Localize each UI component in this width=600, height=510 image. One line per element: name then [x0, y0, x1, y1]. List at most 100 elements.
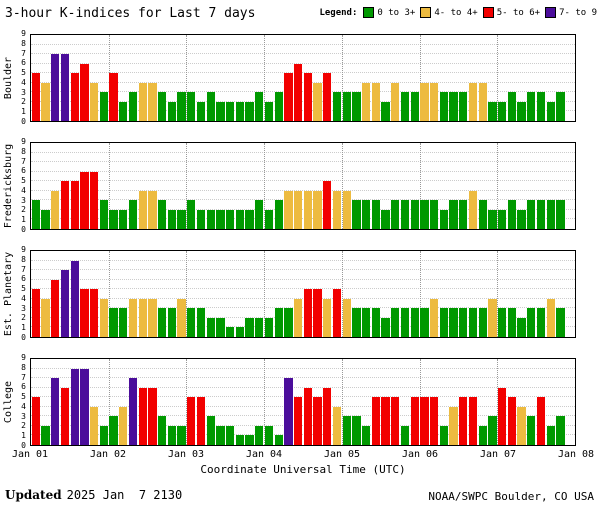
h-gridline — [31, 259, 575, 261]
legend-item-severe: 7- to 9 — [545, 7, 597, 18]
k-bar — [381, 397, 390, 445]
k-bar — [51, 378, 60, 445]
k-bar — [556, 92, 565, 121]
h-gridline — [31, 307, 575, 309]
k-bar — [536, 308, 546, 337]
green-swatch-icon — [363, 7, 375, 18]
y-tick-label: 7 — [21, 264, 26, 274]
k-bar — [80, 289, 89, 337]
k-bar — [391, 82, 400, 121]
k-bar — [128, 298, 138, 337]
k-bar — [60, 181, 70, 229]
y-tick-label: 6 — [21, 274, 26, 284]
y-tick-label: 1 — [21, 431, 26, 441]
k-bar — [138, 387, 147, 445]
day-gridline — [264, 251, 266, 337]
h-gridline — [31, 297, 575, 299]
k-bar — [216, 101, 225, 121]
y-tick-label: 1 — [21, 215, 26, 225]
y-tick-label: 7 — [21, 372, 26, 382]
k-bar — [31, 73, 40, 121]
k-bar — [148, 190, 157, 229]
k-bar — [410, 92, 419, 121]
k-bar — [381, 209, 390, 229]
day-gridline — [419, 359, 421, 445]
k-bar — [41, 425, 50, 445]
k-bar — [196, 209, 206, 229]
k-bar — [342, 298, 351, 337]
x-tick-label: Jan 05 — [323, 449, 361, 460]
y-tick-label: 3 — [21, 87, 26, 97]
h-gridline — [31, 180, 575, 182]
k-bar — [255, 425, 264, 445]
day-gridline — [186, 143, 188, 229]
k-bar — [449, 200, 458, 229]
x-tick-label: Jan 07 — [479, 449, 517, 460]
y-tick-label: 3 — [21, 411, 26, 421]
panel-fredericksburg — [30, 142, 576, 230]
y-tick-label: 2 — [21, 97, 26, 107]
h-gridline — [31, 396, 575, 398]
red-swatch-icon — [482, 7, 494, 18]
k-bar — [556, 308, 565, 337]
k-bar — [459, 92, 468, 121]
y-tick-label: 5 — [21, 284, 26, 294]
day-gridline — [264, 359, 266, 445]
k-bar — [410, 200, 419, 229]
k-bar — [400, 308, 410, 337]
y-tick-label: 5 — [21, 176, 26, 186]
panel-boulder — [30, 34, 576, 122]
y-tick-label: 0 — [21, 441, 26, 450]
day-gridline — [264, 35, 266, 121]
k-bar — [245, 435, 254, 445]
k-bar — [536, 397, 546, 445]
k-bar — [80, 368, 89, 445]
y-tick-label: 8 — [21, 254, 26, 264]
h-gridline — [31, 377, 575, 379]
k-bar — [400, 200, 410, 229]
k-bar — [352, 92, 361, 121]
k-bar — [439, 92, 448, 121]
k-bar — [294, 63, 303, 121]
k-bar — [371, 397, 380, 445]
k-bar — [60, 54, 70, 121]
k-bar — [468, 82, 478, 121]
k-bar — [303, 73, 312, 121]
legend-item-label: 0 to 3+ — [377, 7, 416, 18]
k-bar — [342, 416, 351, 445]
k-bar — [167, 425, 176, 445]
y-tick-label: 8 — [21, 146, 26, 156]
k-bar — [488, 416, 497, 445]
k-bar — [274, 308, 283, 337]
k-bar — [284, 308, 293, 337]
credit-text: NOAA/SWPC Boulder, CO USA — [428, 490, 594, 503]
k-bar — [216, 425, 225, 445]
k-bar — [148, 387, 157, 445]
k-bar — [167, 101, 176, 121]
k-bar — [449, 308, 458, 337]
k-bar — [342, 190, 351, 229]
k-bar — [158, 200, 167, 229]
updated-text: Updated 2025 Jan 7 2130 — [5, 488, 182, 502]
k-bar — [235, 327, 244, 337]
k-bar — [255, 317, 264, 337]
k-bar — [41, 209, 50, 229]
k-bar — [478, 308, 487, 337]
k-bar — [313, 289, 322, 337]
k-bar — [206, 317, 215, 337]
k-bar — [128, 378, 138, 445]
k-bar — [70, 181, 79, 229]
x-tick-label: Jan 03 — [167, 449, 205, 460]
updated-label: Updated — [5, 488, 62, 502]
h-gridline — [31, 424, 575, 426]
y-tick-label: 7 — [21, 156, 26, 166]
k-bar — [391, 308, 400, 337]
day-gridline — [497, 143, 499, 229]
k-bar — [498, 209, 507, 229]
day-gridline — [497, 35, 499, 121]
y-tick-label: 0 — [21, 225, 26, 234]
k-bar — [177, 92, 186, 121]
k-bar — [119, 209, 128, 229]
h-gridline — [31, 199, 575, 201]
k-bar — [187, 397, 196, 445]
